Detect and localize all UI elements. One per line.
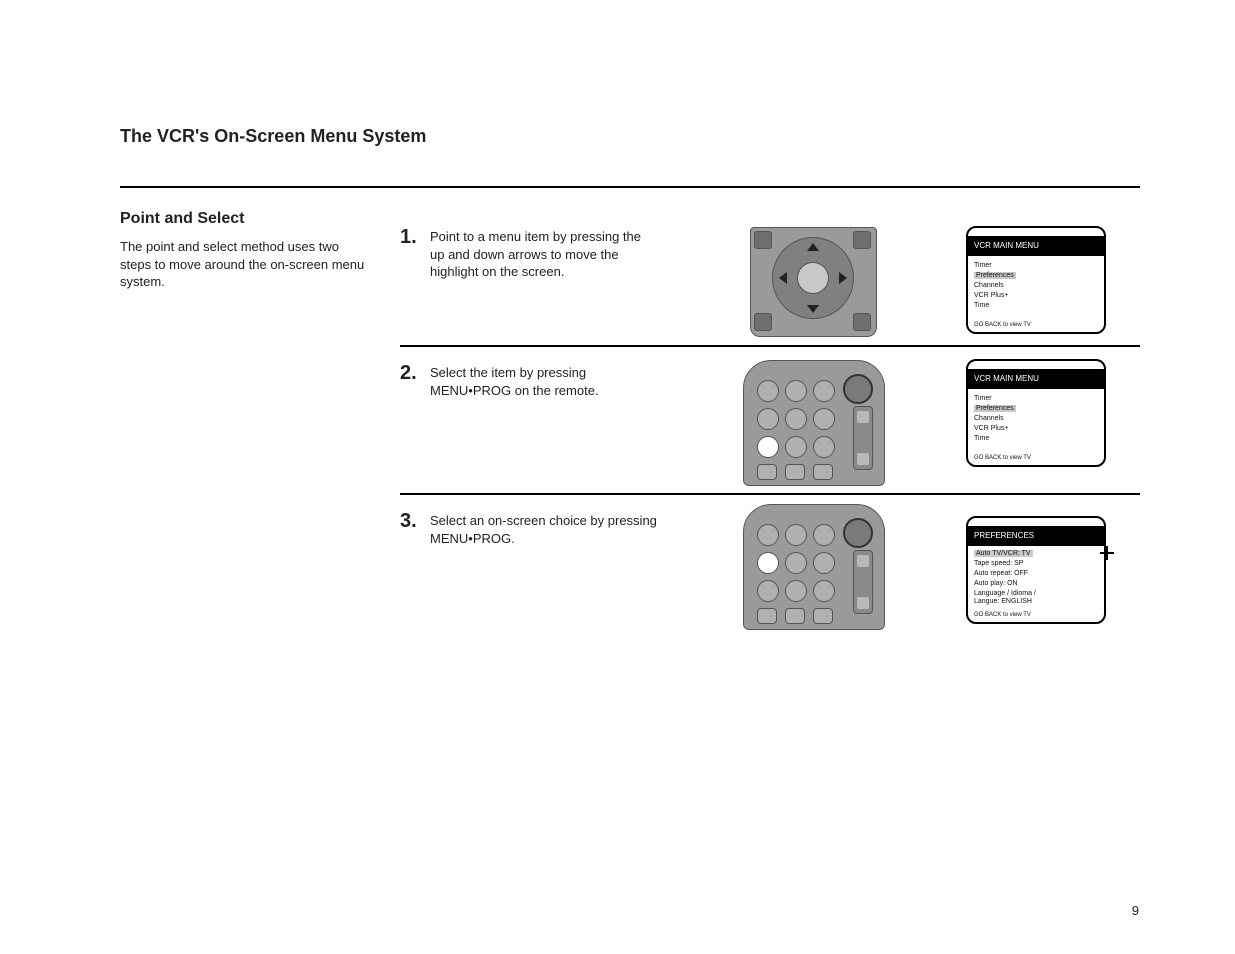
osd-row-highlighted: Preferences <box>974 272 1016 279</box>
arrow-right-icon <box>839 272 847 284</box>
osd-row: Timer <box>974 262 992 269</box>
step-line: Select the item by pressing <box>430 365 586 380</box>
arrow-left-icon <box>779 272 787 284</box>
osd-titlebar: VCR MAIN MENU <box>968 236 1104 256</box>
step-body: Select an on-screen choice by pressing M… <box>430 512 740 547</box>
intro-line: system. <box>120 274 165 289</box>
intro-line: The point and select method uses two <box>120 239 339 254</box>
step-line: MENU•PROG on the remote. <box>430 383 599 398</box>
osd-screen-preferences: PREFERENCES Auto TV/VCR: TV Tape speed: … <box>966 516 1106 624</box>
osd-row: Time <box>974 435 989 442</box>
osd-footer: GO BACK to view TV <box>974 612 1031 618</box>
step-line: MENU•PROG. <box>430 531 515 546</box>
page-number: 9 <box>1132 903 1139 918</box>
osd-row: VCR Plus+ <box>974 292 1008 299</box>
osd-row: Langue: ENGLISH <box>974 598 1032 605</box>
step-line: Select an on-screen choice by pressing <box>430 513 657 528</box>
osd-row: Channels <box>974 415 1004 422</box>
osd-row: Auto play: ON <box>974 580 1018 587</box>
intro-line: steps to move around the on-screen menu <box>120 257 364 272</box>
rocker-switch-icon <box>853 550 873 614</box>
osd-row: Tape speed: SP <box>974 560 1023 567</box>
osd-footer: GO BACK to view TV <box>974 322 1031 328</box>
step-number: 3. <box>400 510 417 533</box>
menu-prog-button-indicator <box>757 436 779 458</box>
osd-row: Auto repeat: OFF <box>974 570 1028 577</box>
osd-row: Timer <box>974 395 992 402</box>
osd-row: Time <box>974 302 989 309</box>
osd-row-highlighted: Auto TV/VCR: TV <box>974 550 1033 557</box>
step-number: 2. <box>400 362 417 385</box>
arrow-up-icon <box>807 243 819 251</box>
divider-top <box>120 186 1140 188</box>
page-title: The VCR's On-Screen Menu System <box>120 126 426 147</box>
step-line: highlight on the screen. <box>430 264 564 279</box>
step-line: up and down arrows to move the <box>430 247 619 262</box>
osd-row: Language / Idioma / <box>974 590 1036 597</box>
divider-step1 <box>400 345 1140 347</box>
rocker-switch-icon <box>853 406 873 470</box>
step-body: Select the item by pressing MENU•PROG on… <box>430 364 740 399</box>
crop-mark-icon <box>1100 546 1114 560</box>
osd-row-highlighted: Preferences <box>974 405 1016 412</box>
osd-titlebar: PREFERENCES <box>968 526 1104 546</box>
step-line: Point to a menu item by pressing the <box>430 229 641 244</box>
osd-screen-main-menu: VCR MAIN MENU Timer Preferences Channels… <box>966 359 1106 467</box>
dpad-center-button <box>797 262 829 294</box>
step-body: Point to a menu item by pressing the up … <box>430 228 740 281</box>
manual-page: The VCR's On-Screen Menu System Point an… <box>0 0 1235 954</box>
step-number: 1. <box>400 226 417 249</box>
osd-row: VCR Plus+ <box>974 425 1008 432</box>
intro-paragraph: The point and select method uses two ste… <box>120 238 380 291</box>
remote-keypad-illustration <box>743 504 883 628</box>
remote-keypad-illustration <box>743 360 883 484</box>
jog-dial-icon <box>843 518 873 548</box>
osd-row: Channels <box>974 282 1004 289</box>
osd-footer: GO BACK to view TV <box>974 455 1031 461</box>
remote-dpad-illustration <box>750 227 875 335</box>
arrow-down-icon <box>807 305 819 313</box>
section-heading: Point and Select <box>120 210 244 228</box>
divider-step2 <box>400 493 1140 495</box>
osd-titlebar: VCR MAIN MENU <box>968 369 1104 389</box>
jog-dial-icon <box>843 374 873 404</box>
osd-screen-main-menu: VCR MAIN MENU Timer Preferences Channels… <box>966 226 1106 334</box>
menu-prog-button-indicator <box>757 552 779 574</box>
